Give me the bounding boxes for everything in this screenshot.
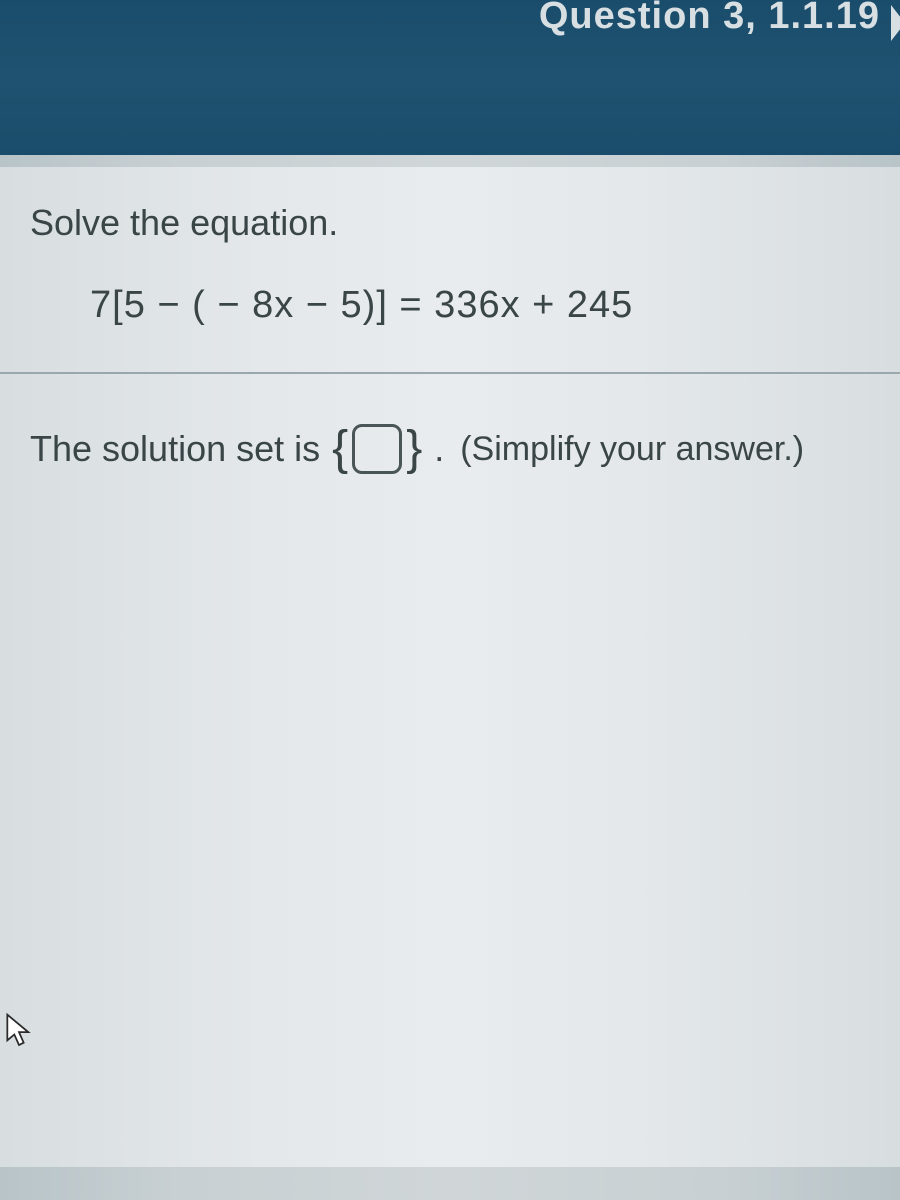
cursor-icon: [5, 1012, 33, 1050]
hint-text: (Simplify your answer.): [460, 430, 804, 469]
period-text: .: [434, 428, 444, 470]
answer-section: The solution set is { } . (Simplify your…: [0, 374, 900, 504]
question-number-label: Question 3, 1.1.19: [539, 0, 880, 38]
solution-input[interactable]: [352, 424, 402, 474]
question-prompt-section: Solve the equation. 7[5 − ( − 8x − 5)] =…: [0, 167, 900, 374]
question-content-panel: Solve the equation. 7[5 − ( − 8x − 5)] =…: [0, 167, 900, 1167]
solution-set-braces: { }: [332, 424, 422, 474]
next-arrow-icon[interactable]: [891, 5, 900, 41]
left-brace-icon: {: [332, 425, 348, 473]
right-brace-icon: }: [406, 425, 422, 473]
answer-prefix-label: The solution set is: [30, 428, 320, 470]
equation-text: 7[5 − ( − 8x − 5)] = 336x + 245: [90, 284, 870, 327]
instruction-text: Solve the equation.: [30, 202, 870, 244]
question-header: Question 3, 1.1.19: [0, 0, 900, 155]
